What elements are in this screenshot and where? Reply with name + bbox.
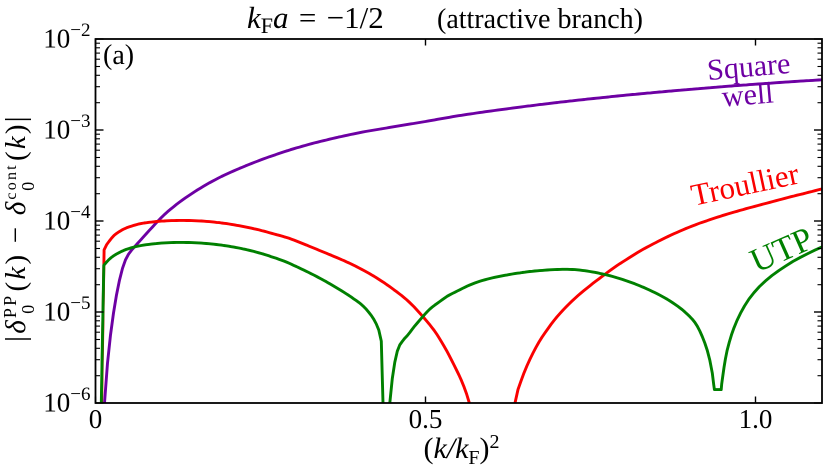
svg-text:Square: Square: [706, 47, 792, 87]
svg-text:1.0: 1.0: [739, 404, 773, 434]
svg-text:0.5: 0.5: [409, 404, 443, 434]
svg-text:(a): (a): [103, 40, 134, 71]
svg-text:well: well: [721, 76, 775, 113]
svg-text:(k/kF)2: (k/kF)2: [423, 431, 499, 469]
svg-text:kFa = −1/2: kFa = −1/2: [247, 0, 384, 38]
svg-text:0: 0: [89, 404, 103, 434]
svg-text:(attractive branch): (attractive branch): [437, 4, 643, 35]
svg-text:|δPP0(k) − δcont0(k)|: |δPP0(k) − δcont0(k)|: [0, 114, 38, 342]
